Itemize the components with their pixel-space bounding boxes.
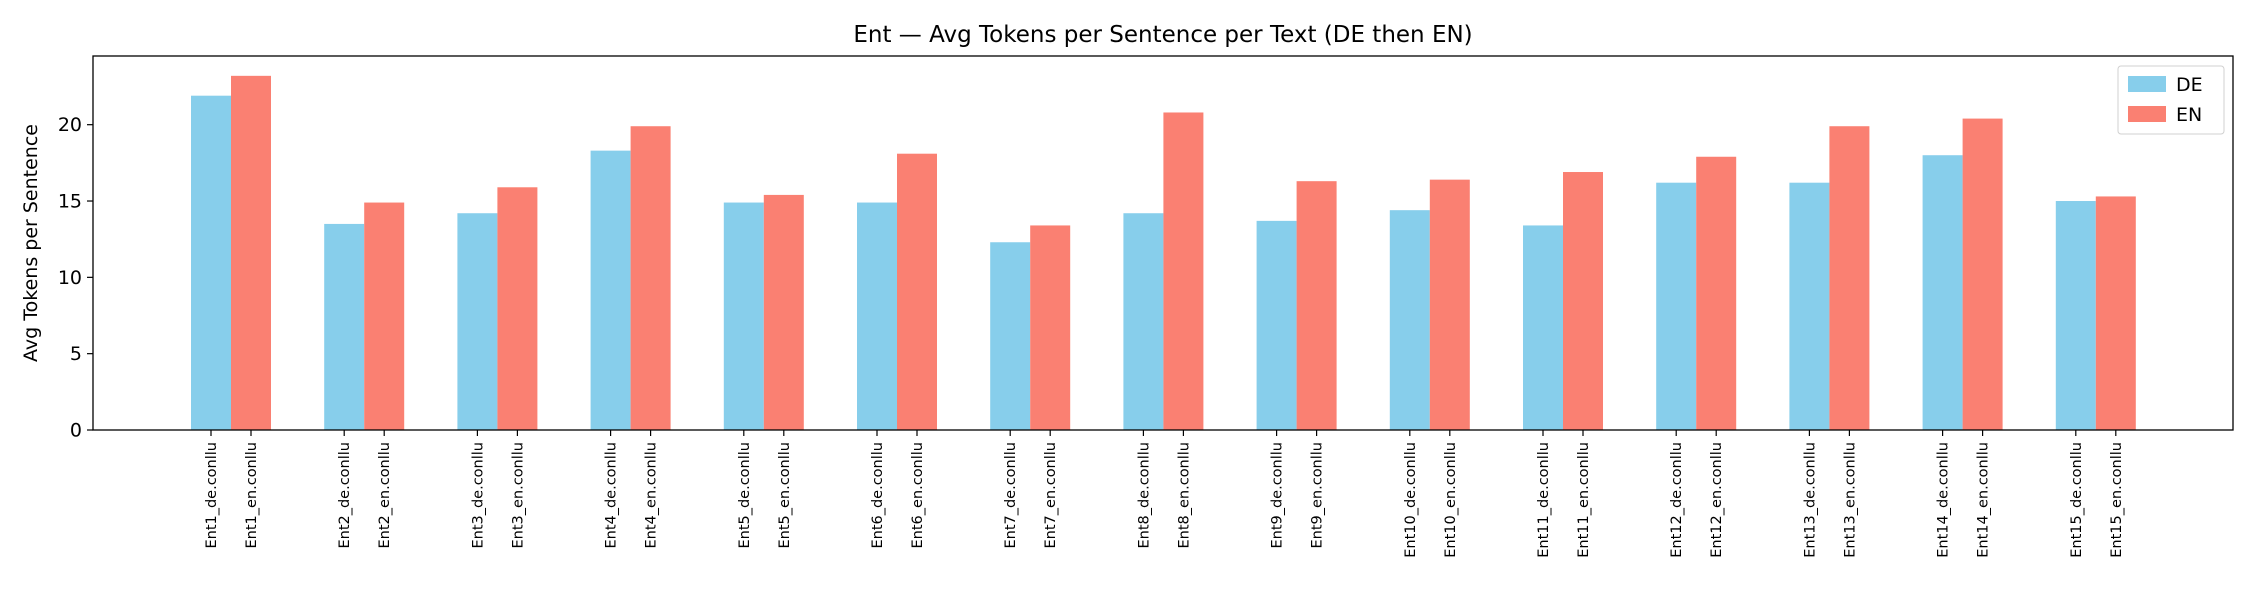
- bar-de-ent5: [723, 202, 764, 430]
- x-tick-label: Ent8_de.conllu: [1136, 442, 1152, 549]
- x-tick-label: Ent3_de.conllu: [470, 442, 486, 549]
- bar-en-ent9: [1296, 181, 1337, 430]
- legend: DE EN: [2117, 65, 2225, 135]
- bar-en-ent2: [364, 202, 405, 430]
- bar-en-ent3: [497, 187, 538, 430]
- bar-en-ent10: [1429, 179, 1470, 430]
- x-tick-label: Ent9_de.conllu: [1270, 442, 1286, 549]
- bar-en-ent6: [897, 153, 937, 430]
- bar-de-ent10: [1389, 210, 1430, 430]
- bar-de-ent8: [1123, 213, 1164, 430]
- x-tick-label: Ent5_de.conllu: [737, 442, 753, 549]
- x-tick-label: Ent5_en.conllu: [777, 442, 793, 549]
- x-tick-label: Ent7_de.conllu: [1003, 442, 1019, 549]
- axes-layer: Ent1_de.conllu Ent1_en.conllu Ent2_de.conl…: [58, 114, 2125, 558]
- x-tick-label: Ent15_de.conllu: [2069, 442, 2085, 558]
- x-tick-label: Ent1_en.conllu: [244, 442, 260, 549]
- x-tick-label: Ent13_en.conllu: [1842, 442, 1858, 558]
- y-tick-label: 0: [70, 420, 82, 442]
- x-tick-label: Ent14_de.conllu: [1936, 442, 1952, 558]
- legend-swatch-en: [2128, 106, 2166, 122]
- bar-de-ent1: [191, 95, 231, 430]
- x-tick-label: Ent9_en.conllu: [1310, 442, 1326, 549]
- y-tick-label: 20: [58, 114, 82, 136]
- bar-en-ent14: [1962, 118, 2003, 430]
- x-tick-label: Ent3_en.conllu: [510, 442, 526, 549]
- x-tick-label: Ent13_de.conllu: [1802, 442, 1818, 558]
- bar-en-ent7: [1030, 225, 1071, 430]
- bars-layer: [191, 75, 2136, 430]
- y-tick-label: 5: [70, 343, 82, 365]
- x-tick-label: Ent7_en.conllu: [1043, 442, 1059, 549]
- bar-en-ent1: [231, 75, 271, 430]
- x-tick-label: Ent4_en.conllu: [644, 442, 660, 549]
- bar-de-ent15: [2055, 201, 2096, 430]
- legend-swatch-de: [2128, 76, 2166, 92]
- bar-en-ent11: [1563, 172, 1603, 430]
- x-tick-label: Ent11_de.conllu: [1536, 442, 1552, 558]
- x-tick-label: Ent10_en.conllu: [1443, 442, 1459, 558]
- bar-de-ent2: [324, 223, 365, 430]
- x-tick-label: Ent8_en.conllu: [1176, 442, 1192, 549]
- bar-de-ent4: [590, 150, 631, 430]
- bar-en-ent15: [2095, 196, 2136, 430]
- y-axis-label: Avg Tokens per Sentence: [20, 124, 42, 362]
- bar-de-ent9: [1256, 220, 1297, 430]
- legend-label-de: DE: [2176, 74, 2203, 96]
- bar-en-ent13: [1829, 126, 1870, 430]
- x-tick-label: Ent6_de.conllu: [870, 442, 886, 549]
- x-tick-label: Ent4_de.conllu: [604, 442, 620, 549]
- x-tick-label: Ent6_en.conllu: [910, 442, 926, 549]
- legend-label-en: EN: [2176, 104, 2202, 126]
- bar-de-ent6: [857, 202, 897, 430]
- x-tick-label: Ent12_de.conllu: [1669, 442, 1685, 558]
- bar-de-ent7: [990, 242, 1031, 430]
- x-tick-label: Ent10_de.conllu: [1403, 442, 1419, 558]
- bar-en-ent12: [1696, 156, 1737, 430]
- x-tick-label: Ent14_en.conllu: [1976, 442, 1992, 558]
- x-tick-label: Ent12_en.conllu: [1709, 442, 1725, 558]
- plot-area-frame: [92, 55, 2234, 431]
- chart-title: Ent — Avg Tokens per Sentence per Text (…: [853, 22, 1472, 48]
- y-tick-label: 10: [58, 267, 82, 289]
- bar-de-ent3: [457, 213, 498, 430]
- bar-de-ent14: [1922, 155, 1963, 430]
- x-tick-label: Ent2_de.conllu: [337, 442, 353, 549]
- x-tick-label: Ent11_en.conllu: [1576, 442, 1592, 558]
- bar-en-ent8: [1163, 112, 1204, 430]
- bar-en-ent5: [763, 194, 804, 430]
- x-tick-label: Ent1_de.conllu: [204, 442, 220, 549]
- bar-de-ent11: [1523, 225, 1563, 430]
- bar-de-ent13: [1789, 182, 1830, 430]
- bar-en-ent4: [630, 126, 671, 430]
- x-tick-label: Ent15_en.conllu: [2109, 442, 2125, 558]
- y-tick-label: 15: [58, 191, 82, 213]
- x-tick-label: Ent2_en.conllu: [377, 442, 393, 549]
- bar-de-ent12: [1656, 182, 1697, 430]
